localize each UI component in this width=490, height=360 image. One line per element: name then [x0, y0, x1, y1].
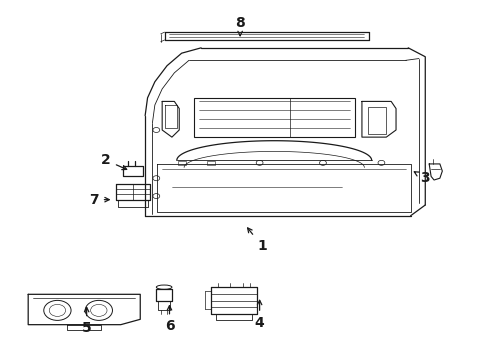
Bar: [207, 161, 215, 165]
Text: 7: 7: [89, 193, 109, 207]
Text: 3: 3: [414, 171, 430, 185]
Text: 6: 6: [165, 306, 174, 333]
Bar: [368, 107, 386, 134]
Text: 2: 2: [101, 153, 127, 170]
Bar: [194, 98, 355, 137]
Text: 1: 1: [247, 228, 267, 253]
Text: 8: 8: [235, 16, 245, 36]
Text: 4: 4: [255, 300, 265, 330]
Text: 5: 5: [82, 307, 92, 335]
Bar: [178, 161, 186, 165]
